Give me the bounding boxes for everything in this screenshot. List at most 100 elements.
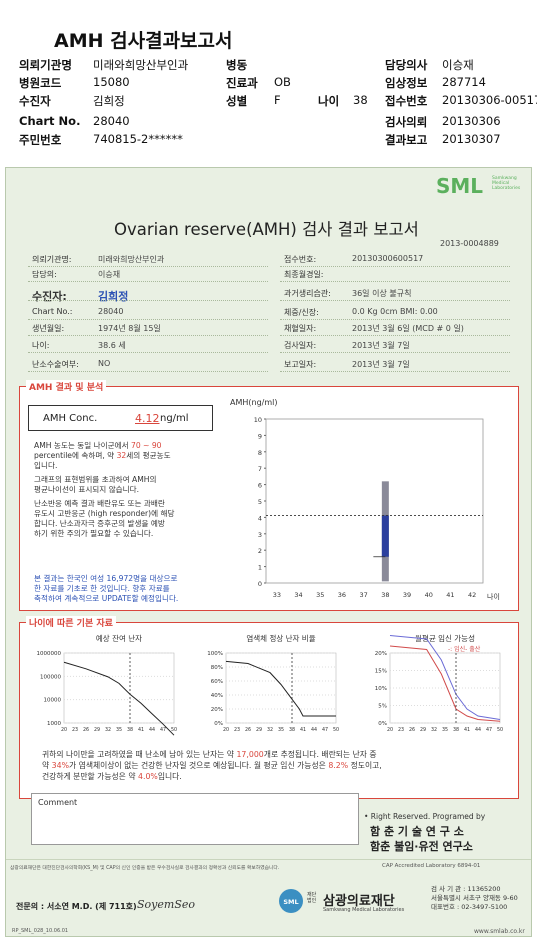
- institute-name: 함 춘 기 술 연 구 소: [370, 825, 464, 838]
- y-tick-label: 9: [258, 432, 262, 440]
- y-tick-label: 10%: [375, 686, 387, 692]
- x-tick-label: 38: [381, 591, 389, 599]
- mini-plot-area: [63, 652, 175, 724]
- patient-label: 나이:: [32, 341, 50, 350]
- x-tick-label: 35: [116, 727, 122, 733]
- patient-value: 36일 이상 불규칙: [352, 289, 412, 298]
- amh-conc-value: 4.12: [135, 412, 160, 425]
- row-divider: [280, 300, 510, 301]
- age-summary-text: 귀하의 나이만을 고려하였을 때 난소에 남아 있는 난자는 약 17,000개…: [42, 750, 382, 781]
- chart-title: AMH(ng/ml): [230, 398, 278, 407]
- doctor-signature: SoyemSeo: [137, 898, 195, 911]
- row-divider: [28, 319, 268, 320]
- header-label: 검사의뢰: [385, 115, 428, 129]
- x-tick-label: 38: [289, 727, 295, 733]
- x-tick-label: 44: [311, 727, 317, 733]
- amh-data-note: 본 결과는 한국인 여성 16,972명을 대상으로 한 자료를 기초로 한 것입…: [34, 574, 179, 603]
- header-label: 진료과: [226, 76, 258, 90]
- x-tick-label: 29: [256, 727, 262, 733]
- y-tick-label: 5%: [378, 704, 387, 710]
- amh-result-box: AMH 결과 및 분석 AMH Conc. 4.12 ng/ml AMH 농도는…: [19, 380, 519, 611]
- patient-label: 생년월일:: [32, 324, 65, 333]
- y-tick-label: 2: [258, 547, 262, 555]
- x-tick-label: 29: [94, 727, 100, 733]
- x-tick-label: 44: [149, 727, 155, 733]
- patient-value: 2013년 3월 7일: [352, 341, 410, 350]
- row-divider: [28, 352, 268, 353]
- patient-value: 김희정: [98, 290, 129, 303]
- x-tick-label: 41: [138, 727, 144, 733]
- y-tick-label: 0%: [378, 721, 387, 727]
- patient-label: 보고일자:: [284, 360, 317, 369]
- chart-plot-area: [265, 418, 484, 584]
- normal-chromosome-chart: 염색체 정상 난자 비율 0% 20% 40% 60% 80% 100% 20 23 26 29 32…: [207, 633, 339, 733]
- page-title: AMH 검사결과보고서: [54, 30, 233, 52]
- age-data-box: 나이에 따른 기본 자료 예상 잔여 난자 1000 10000 100000 1000…: [19, 616, 519, 799]
- x-tick-label: 41: [464, 727, 470, 733]
- mini-plot-area: [225, 652, 337, 724]
- doc-number: 2013-0004889: [440, 239, 499, 248]
- x-tick-label: 23: [72, 727, 78, 733]
- patient-label: 체중/신장:: [284, 308, 319, 317]
- mini-chart-title: 예상 잔여 난자: [96, 633, 142, 643]
- patient-value: 미래와희망산부인과: [98, 255, 165, 264]
- x-tick-label: 47: [486, 727, 492, 733]
- row-divider: [280, 266, 510, 267]
- header-label: 담당의사: [385, 58, 428, 72]
- y-tick-label: 1000: [47, 721, 61, 727]
- patient-label: 담당의:: [32, 270, 57, 279]
- y-tick-label: 10000: [44, 698, 62, 704]
- foundation-logo-icon: SML: [279, 889, 303, 913]
- patient-bar: [381, 515, 389, 557]
- amh-conc-label: AMH Conc.: [43, 413, 98, 424]
- foundation-en: Samkwang Medical Laboratories: [323, 907, 405, 913]
- patient-label: 채혈일자:: [284, 324, 317, 333]
- patient-value: 이승재: [98, 270, 121, 279]
- report-title: Ovarian reserve(AMH) 검사 결과 보고서: [114, 220, 419, 239]
- x-tick-label: 35: [442, 727, 448, 733]
- x-tick-label: 35: [278, 727, 284, 733]
- row-divider: [28, 266, 268, 267]
- header-value: OB: [274, 75, 291, 89]
- x-tick-label: 32: [431, 727, 437, 733]
- patient-label: 난소수술여부:: [32, 360, 79, 369]
- mini-chart-title: 월평균 임신 가능성: [415, 633, 475, 643]
- x-tick-label: 42: [468, 591, 476, 599]
- header-value: 740815-2******: [93, 132, 183, 146]
- x-tick-label: 37: [360, 591, 368, 599]
- comment-box: Comment: [31, 793, 359, 845]
- x-tick-label: 26: [409, 727, 415, 733]
- x-tick-label: 40: [425, 591, 433, 599]
- patient-value: 38.6 세: [98, 341, 126, 350]
- footer-code: RP_SML_028_10.06.01: [12, 928, 69, 934]
- x-tick-label: 26: [245, 727, 251, 733]
- header-label: 의뢰기관명: [19, 58, 72, 72]
- header-label: 임상정보: [385, 76, 428, 90]
- divider: [6, 859, 531, 860]
- x-tick-label: 47: [322, 727, 328, 733]
- patient-value: 2013년 3월 7일: [352, 360, 410, 369]
- x-tick-label: 32: [105, 727, 111, 733]
- x-tick-label: 20: [223, 727, 229, 733]
- x-tick-label: 33: [273, 591, 281, 599]
- y-tick-label: 100%: [207, 651, 223, 657]
- mini-legend: -: 임신- 출산: [448, 645, 481, 653]
- header-label: 접수번호: [385, 94, 428, 108]
- section-age-title: 나이에 따른 기본 자료: [26, 616, 116, 629]
- y-tick-label: 8: [258, 449, 262, 457]
- y-tick-label: 0: [258, 580, 262, 588]
- y-tick-label: 1000000: [37, 651, 62, 657]
- row-divider: [280, 319, 510, 320]
- sml-logo: SML: [436, 174, 484, 198]
- header-label: 결과보고: [385, 133, 428, 147]
- row-divider: [280, 335, 510, 336]
- patient-label: 최종월경일:: [284, 270, 324, 279]
- x-tick-label: 26: [83, 727, 89, 733]
- x-tick-label: 20: [61, 727, 67, 733]
- x-tick-label: 50: [497, 727, 503, 733]
- amh-conc-box: AMH Conc. 4.12 ng/ml: [28, 405, 213, 431]
- x-tick-label: 41: [446, 591, 454, 599]
- patient-value: 28040: [98, 307, 124, 316]
- y-tick-label: 20%: [375, 651, 387, 657]
